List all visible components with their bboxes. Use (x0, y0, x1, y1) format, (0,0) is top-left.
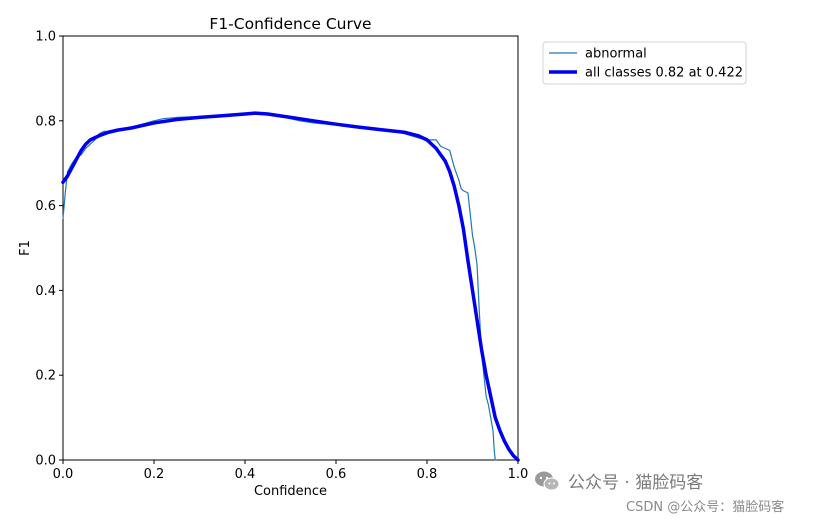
y-axis-label: F1 (18, 240, 33, 256)
series-layer (61, 111, 520, 462)
y-tick-label-5: 1.0 (35, 30, 56, 45)
x-tick-label-4: 0.8 (417, 467, 438, 482)
y-tick-label-2: 0.4 (35, 284, 56, 299)
y-tick-label-1: 0.2 (35, 369, 56, 384)
y-tick-label-3: 0.6 (35, 199, 56, 214)
x-tick-label-0: 0.0 (53, 467, 74, 482)
x-axis-label: Confidence (254, 484, 327, 499)
y-tick-label-4: 0.8 (35, 114, 56, 129)
x-tick-label-3: 0.6 (326, 467, 347, 482)
series-line-1 (61, 111, 520, 462)
legend-entry-abnormal: abnormal (585, 47, 647, 62)
y-tick-label-0: 0.0 (35, 454, 56, 469)
watermark-secondary: CSDN @公众号：猫脸码客 (626, 500, 785, 515)
legend-box (542, 41, 747, 85)
x-tick-label-1: 0.2 (144, 467, 165, 482)
chart-title: F1-Confidence Curve (209, 15, 371, 33)
ticks-layer: 0.0 0.2 0.4 0.6 0.8 1.0 0.0 0.2 0.4 0.6 0.8 1.0 (35, 30, 528, 483)
plot-frame (62, 35, 519, 461)
legend: abnormal all classes 0.82 at 0.422 (542, 41, 747, 85)
x-tick-label-5: 1.0 (508, 467, 529, 482)
x-tick-label-2: 0.4 (235, 467, 256, 482)
legend-entry-all-classes: all classes 0.82 at 0.422 (585, 66, 743, 81)
watermark-primary-text: 公众号 · 猫脸码客 (568, 473, 704, 493)
wechat-icon (534, 470, 560, 492)
watermark-primary: 公众号 · 猫脸码客 (534, 468, 703, 493)
